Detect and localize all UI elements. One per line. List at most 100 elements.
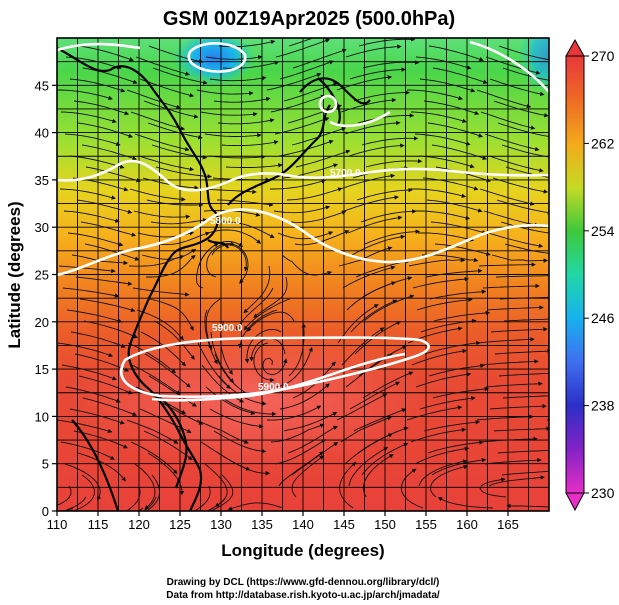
streamline <box>57 485 72 506</box>
streamline <box>498 372 549 377</box>
streamline <box>80 221 137 237</box>
y-tick-label: 25 <box>35 268 49 283</box>
colorbar-ticks: 270 262 254 246 238 230 <box>584 48 615 501</box>
streamline <box>82 397 138 417</box>
streamline <box>155 166 212 179</box>
y-tick-label: 5 <box>42 457 49 472</box>
streamline <box>294 230 350 246</box>
streamline <box>213 430 267 454</box>
streamline <box>274 439 326 465</box>
streamline <box>349 381 401 410</box>
streamline <box>205 474 234 511</box>
streamline <box>431 144 488 160</box>
streamline <box>62 287 120 298</box>
x-tick-label: 135 <box>251 517 273 532</box>
streamline <box>410 427 467 443</box>
streamline <box>222 60 280 69</box>
coastlines <box>57 47 371 511</box>
contour-label-5800: 5800.0 <box>210 216 241 227</box>
streamline <box>428 45 484 62</box>
streamline <box>400 468 424 509</box>
streamline <box>415 372 472 388</box>
streamline <box>57 419 113 434</box>
streamline <box>247 311 295 332</box>
contour-5700 <box>57 159 549 192</box>
streamline <box>420 318 477 333</box>
streamline <box>65 386 121 403</box>
streamline <box>82 67 138 84</box>
streamline <box>411 348 467 366</box>
streamline <box>266 405 322 421</box>
streamline <box>57 342 114 358</box>
credit-drawing: Drawing by DCL (https://www.gfd-dennou.o… <box>167 577 440 588</box>
streamline <box>476 414 534 421</box>
streamline <box>345 44 402 58</box>
streamline <box>493 100 549 118</box>
streamline <box>68 155 125 169</box>
streamline <box>485 381 543 388</box>
streamline <box>410 111 467 123</box>
streamline <box>70 331 126 348</box>
streamline <box>57 89 113 101</box>
streamline <box>217 452 271 476</box>
colorbar-tick-label: 270 <box>591 48 615 64</box>
streamline <box>130 111 186 131</box>
colorbar-tick-label: 262 <box>591 135 615 151</box>
streamline <box>149 298 194 331</box>
streamline <box>200 111 258 117</box>
streamline <box>148 45 204 64</box>
streamline <box>227 502 284 511</box>
y-tick-label: 0 <box>42 504 49 519</box>
streamline <box>417 232 475 242</box>
streamline <box>147 122 203 140</box>
contour-5900-south <box>151 352 406 402</box>
colorbar-tick-label: 230 <box>591 485 615 501</box>
x-tick-label: 165 <box>497 517 519 532</box>
streamline <box>134 463 156 510</box>
streamline <box>350 299 398 333</box>
streamline <box>418 155 475 169</box>
streamline <box>147 452 185 496</box>
streamline <box>500 221 549 234</box>
streamline <box>279 60 334 80</box>
streamline <box>76 199 133 214</box>
streamline <box>418 459 468 487</box>
streamline <box>243 298 291 331</box>
streamline <box>204 309 218 365</box>
colorbar-max-arrow <box>565 38 585 57</box>
streamline <box>340 97 397 113</box>
y-tick-label: 40 <box>35 126 49 141</box>
streamline <box>362 60 420 69</box>
streamline <box>125 485 141 511</box>
streamline <box>275 38 331 58</box>
streamline <box>493 426 549 432</box>
streamline <box>501 144 549 158</box>
streamline <box>487 232 544 248</box>
streamline <box>357 113 415 124</box>
x-tick-label: 110 <box>47 517 68 532</box>
streamline <box>426 199 483 213</box>
streamline <box>412 276 470 289</box>
x-tick-label: 130 <box>210 517 232 532</box>
streamline <box>410 188 467 198</box>
streamline <box>74 353 130 372</box>
streamline <box>341 327 385 366</box>
streamline <box>499 296 549 300</box>
contour-5800 <box>57 208 549 277</box>
streamline <box>221 140 279 147</box>
streamline <box>489 78 545 97</box>
streamline <box>351 234 406 256</box>
streamline <box>138 155 195 172</box>
streamline <box>287 425 339 454</box>
streamline <box>273 205 331 214</box>
streamline <box>353 90 410 102</box>
streamline <box>480 111 536 130</box>
x-axis-label: Longitude (degrees) <box>221 541 384 560</box>
streamline <box>429 289 487 300</box>
streamline <box>196 243 219 289</box>
streamline <box>205 55 263 60</box>
streamline <box>209 408 264 429</box>
streamline <box>354 321 402 355</box>
streamline <box>346 281 396 311</box>
streamline <box>152 67 208 85</box>
